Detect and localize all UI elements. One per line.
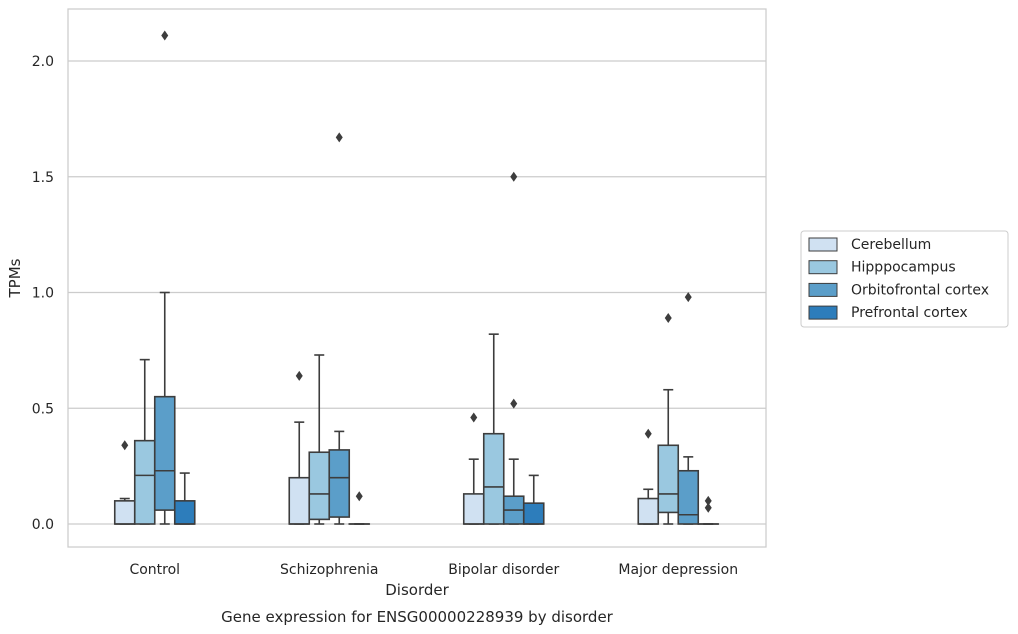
legend-swatch [808,282,838,297]
box-body [288,476,311,525]
box-body [637,497,660,525]
legend-label: Hipppocampus [851,260,956,276]
box-body [153,395,176,511]
x-tick-label: Control [129,562,180,578]
box-body [173,500,196,525]
outlier-point [295,370,303,381]
figure-caption: Gene expression for ENSG00000228939 by d… [221,608,614,626]
x-tick-label: Schizophrenia [280,562,378,578]
x-tick-label: Major depression [618,562,738,578]
x-axis-label: Disorder [385,581,449,599]
x-axis-ticks: Control Schizophrenia Bipolar disorder Majo… [129,562,738,578]
box-2-1 [482,333,505,525]
y-axis-label: TPMs [6,258,24,298]
box-1-2 [328,132,351,525]
box-body [482,432,505,525]
x-tick-label: Bipolar disorder [448,562,559,578]
box-0-0 [113,440,136,525]
box-3-2 [677,292,700,525]
y-tick-label: 2.0 [32,54,54,70]
outlier-point [470,412,478,423]
box-3-0 [637,428,660,525]
box-body [328,449,351,518]
box-3-1 [657,312,680,525]
box-1-1 [308,354,331,525]
legend: Cerebellum Hipppocampus Orbitofrontal cort… [800,230,1009,328]
plot-frame [67,8,767,548]
box-body [462,493,485,525]
outlier-point [335,132,343,143]
box-2-3 [522,474,545,525]
legend-label: Cerebellum [851,237,931,253]
legend-frame [800,230,1009,328]
y-tick-label: 1.5 [32,170,54,186]
legend-swatch [808,305,838,320]
box-3-3 [697,495,720,525]
outlier-point [161,30,169,41]
y-tick-label: 0.5 [32,401,54,417]
box-body [522,502,545,525]
legend-swatch [808,260,838,275]
box-0-2 [153,30,176,525]
outlier-point [684,292,692,303]
box-body [677,469,700,525]
legend-items: Cerebellum Hipppocampus Orbitofrontal cort… [808,237,989,321]
box-body [113,500,136,525]
box-body [657,444,680,514]
y-axis-ticks: 0.0 0.5 1.0 1.5 2.0 [32,54,54,533]
box-1-0 [288,370,311,525]
outlier-point [704,495,712,506]
box-2-2 [502,171,525,525]
box-plot-marks [113,30,720,525]
box-2-0 [462,412,485,525]
legend-swatch [808,237,838,252]
y-tick-label: 1.0 [32,286,54,302]
outlier-point [644,428,652,439]
legend-label: Orbitofrontal cortex [851,282,989,298]
outlier-point [704,502,712,513]
outlier-point [664,312,672,323]
y-tick-label: 0.0 [32,517,54,533]
outlier-point [121,440,129,451]
outlier-point [510,171,518,182]
box-0-1 [133,358,156,525]
box-body [133,439,156,525]
legend-label: Prefrontal cortex [851,305,968,321]
box-body [308,451,331,521]
outlier-point [510,398,518,409]
box-1-3 [348,491,371,525]
outlier-point [355,491,363,502]
box-0-3 [173,472,196,525]
